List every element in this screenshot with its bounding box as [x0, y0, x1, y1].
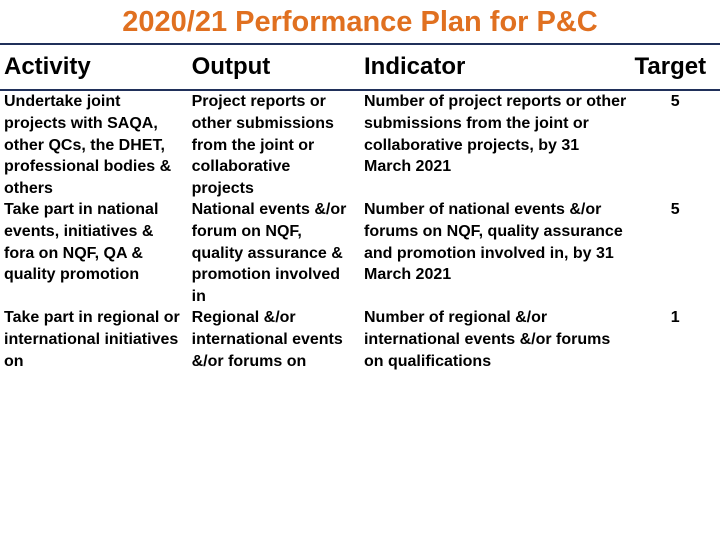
table-row: Take part in national events, initiative…: [0, 199, 720, 307]
cell-indicator: Number of national events &/or forums on…: [360, 199, 631, 307]
col-header-target: Target: [631, 45, 720, 90]
cell-target: 5: [631, 90, 720, 199]
col-header-indicator: Indicator: [360, 45, 631, 90]
cell-target: 1: [631, 307, 720, 372]
table-row: Take part in regional or international i…: [0, 307, 720, 372]
table-header-row: Activity Output Indicator Target: [0, 45, 720, 90]
cell-output: Project reports or other submissions fro…: [188, 90, 360, 199]
cell-activity: Take part in national events, initiative…: [0, 199, 188, 307]
performance-table: Activity Output Indicator Target Underta…: [0, 45, 720, 372]
cell-indicator: Number of project reports or other submi…: [360, 90, 631, 199]
page-title: 2020/21 Performance Plan for P&C: [0, 0, 720, 45]
col-header-activity: Activity: [0, 45, 188, 90]
table-row: Undertake joint projects with SAQA, othe…: [0, 90, 720, 199]
cell-activity: Take part in regional or international i…: [0, 307, 188, 372]
cell-activity: Undertake joint projects with SAQA, othe…: [0, 90, 188, 199]
cell-output: Regional &/or international events &/or …: [188, 307, 360, 372]
cell-indicator: Number of regional &/or international ev…: [360, 307, 631, 372]
col-header-output: Output: [188, 45, 360, 90]
cell-output: National events &/or forum on NQF, quali…: [188, 199, 360, 307]
cell-target: 5: [631, 199, 720, 307]
